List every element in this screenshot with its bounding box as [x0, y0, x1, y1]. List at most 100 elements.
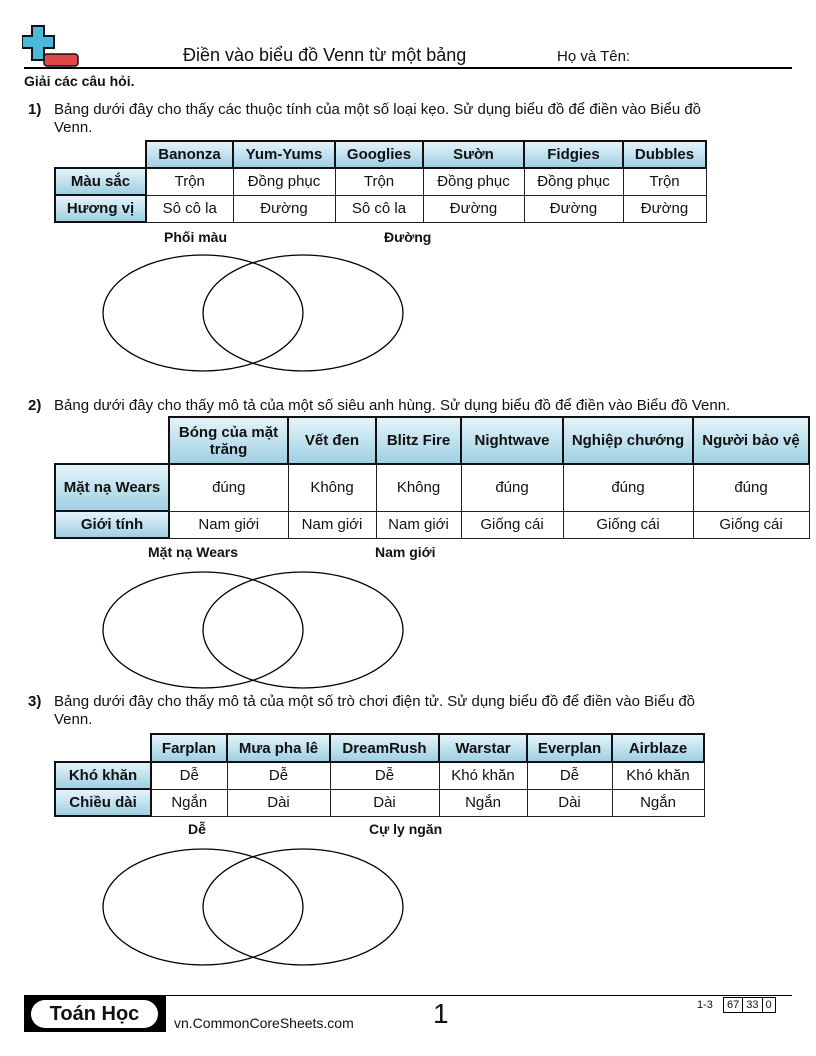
- venn-circle-right: [202, 254, 404, 372]
- venn-diagram: [102, 848, 404, 966]
- venn-circle-right: [202, 571, 404, 689]
- score-boxes: 67 33 0: [723, 997, 776, 1013]
- table-cell: Không: [375, 463, 462, 512]
- table-cell: Đồng phục: [422, 167, 525, 196]
- row-header: Màu sắc: [54, 167, 147, 196]
- column-header: Farplan: [150, 733, 228, 763]
- table-cell: Dễ: [150, 761, 228, 790]
- column-header: Mưa pha lê: [226, 733, 331, 763]
- table-cell: Giống cái: [562, 510, 694, 539]
- column-header: Blitz Fire: [375, 416, 462, 465]
- table-header-row: Banonza Yum-Yums Googlies Sườn Fidgies Dubble…: [55, 140, 707, 169]
- table-row: Mặt nạ Wears đúng Không Không đúng đúng đúng: [54, 463, 810, 512]
- table-row: Giới tính Nam giới Nam giới Nam giới Giống c…: [54, 510, 810, 539]
- table-cell: Dễ: [329, 761, 440, 790]
- column-header: Bóng của mặt trăng: [168, 416, 289, 465]
- question-number: 2): [28, 397, 42, 414]
- table-row: Màu sắc Trộn Đồng phục Trộn Đồng phục Đồng ph…: [54, 167, 707, 196]
- footer-divider: [24, 995, 792, 996]
- column-header: Vết đen: [287, 416, 377, 465]
- table-cell: Dễ: [526, 761, 613, 790]
- column-header: Banonza: [145, 140, 234, 169]
- data-table: Banonza Yum-Yums Googlies Sườn Fidgies Dubble…: [54, 140, 707, 223]
- table-cell: Trộn: [622, 167, 707, 196]
- column-header: Warstar: [438, 733, 528, 763]
- venn-label-left: Dễ: [188, 821, 206, 837]
- table-cell: Trộn: [145, 167, 234, 196]
- column-header: Everplan: [526, 733, 613, 763]
- question-number: 1): [28, 101, 42, 118]
- table-cell: Sô cô la: [145, 194, 234, 223]
- table-cell: Dễ: [226, 761, 331, 790]
- table-cell: Không: [287, 463, 377, 512]
- table-cell: Dài: [526, 788, 613, 817]
- question-number: 3): [28, 693, 42, 710]
- column-header: Dubbles: [622, 140, 707, 169]
- table-cell: Khó khăn: [611, 761, 705, 790]
- table-cell: Nam giới: [168, 510, 289, 539]
- table-corner: [55, 141, 146, 168]
- table-cell: Đường: [422, 194, 525, 223]
- data-table: Bóng của mặt trăng Vết đen Blitz Fire Night…: [54, 416, 810, 539]
- score-box: 33: [742, 997, 763, 1013]
- table-corner: [55, 417, 169, 464]
- table-header-row: Farplan Mưa pha lê DreamRush Warstar Everpla…: [55, 733, 705, 763]
- row-header: Chiều dài: [54, 788, 152, 817]
- site-url: vn.CommonCoreSheets.com: [174, 1015, 354, 1031]
- column-header: Người bảo vệ: [692, 416, 810, 465]
- row-header: Giới tính: [54, 510, 170, 539]
- table-cell: Giống cái: [692, 510, 810, 539]
- table-cell: Đồng phục: [232, 167, 336, 196]
- table-cell: Sô cô la: [334, 194, 424, 223]
- venn-circle-left: [102, 848, 304, 966]
- name-field-label: Họ và Tên:: [557, 48, 631, 65]
- table-cell: Đồng phục: [523, 167, 624, 196]
- brand-label: Toán Học: [31, 1000, 158, 1028]
- table-cell: Ngắn: [611, 788, 705, 817]
- table-cell: Đường: [622, 194, 707, 223]
- venn-diagram: [102, 571, 404, 689]
- column-header: Airblaze: [611, 733, 705, 763]
- venn-label-right: Cự ly ngăn: [369, 821, 443, 837]
- column-header: Nightwave: [460, 416, 564, 465]
- score-box: 0: [761, 997, 776, 1013]
- venn-circle-left: [102, 571, 304, 689]
- column-header: Googlies: [334, 140, 424, 169]
- row-header: Mặt nạ Wears: [54, 463, 170, 512]
- table-cell: Dài: [329, 788, 440, 817]
- venn-label-left: Phối màu: [164, 229, 228, 245]
- table-cell: đúng: [460, 463, 564, 512]
- question-text: Bảng dưới đây cho thấy mô tả của một số …: [54, 397, 731, 414]
- venn-label-right: Nam giới: [375, 544, 436, 560]
- logo-icon: [22, 25, 79, 67]
- column-header: DreamRush: [329, 733, 440, 763]
- table-row: Chiều dài Ngắn Dài Dài Ngắn Dài Ngắn: [54, 788, 705, 817]
- data-table: Farplan Mưa pha lê DreamRush Warstar Everpla…: [54, 733, 705, 817]
- column-header: Yum-Yums: [232, 140, 336, 169]
- venn-label-right: Đường: [384, 229, 432, 245]
- table-cell: Dài: [226, 788, 331, 817]
- column-header: Sườn: [422, 140, 525, 169]
- table-cell: Ngắn: [150, 788, 228, 817]
- venn-circle-right: [202, 848, 404, 966]
- table-cell: Giống cái: [460, 510, 564, 539]
- table-cell: Nam giới: [375, 510, 462, 539]
- score-box: 67: [723, 997, 744, 1013]
- table-cell: Ngắn: [438, 788, 528, 817]
- table-cell: Nam giới: [287, 510, 377, 539]
- page-number: 1: [433, 998, 449, 1029]
- instructions: Giải các câu hỏi.: [24, 73, 135, 89]
- venn-diagram: [102, 254, 404, 372]
- table-cell: đúng: [562, 463, 694, 512]
- column-header: Fidgies: [523, 140, 624, 169]
- venn-label-left: Mặt nạ Wears: [148, 544, 238, 560]
- table-cell: Trộn: [334, 167, 424, 196]
- page-title: Điền vào biểu đồ Venn từ một bảng: [183, 45, 467, 65]
- problem-range: 1-3: [697, 999, 713, 1011]
- table-cell: đúng: [692, 463, 810, 512]
- column-header: Nghiệp chướng: [562, 416, 694, 465]
- row-header: Khó khăn: [54, 761, 152, 790]
- table-cell: Đường: [232, 194, 336, 223]
- table-row: Hương vị Sô cô la Đường Sô cô la Đường Đường Đ…: [54, 194, 707, 223]
- venn-circle-left: [102, 254, 304, 372]
